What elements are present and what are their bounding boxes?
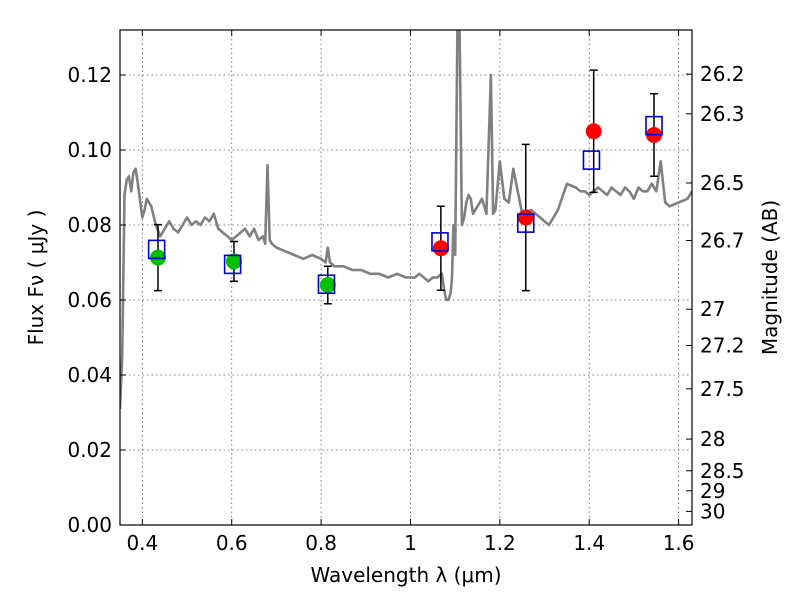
magnitude-tick-label: 26.7 [700,229,745,253]
model-spectrum-line [120,30,692,409]
model-flux-square [516,213,535,233]
model-flux-square [431,232,449,252]
magnitude-tick-label: 26.3 [700,102,745,126]
observed-flux-point [517,209,534,226]
y-axis-label: Flux Fν ( μJy ) [24,210,48,346]
y-tick-label: 0.08 [67,213,112,237]
magnitude-tick-label: 27 [700,297,725,321]
plot-frame [119,29,693,526]
magnitude-tick-label: 27.5 [700,377,745,401]
model-spectrum [120,30,692,409]
y-tick-label: 0.06 [67,288,112,312]
right-axis-label: Magnitude (AB) [758,200,782,355]
model-flux-square [147,239,166,260]
observed-flux-point [225,253,242,270]
observed-flux-point [432,240,449,257]
model-flux-square [223,254,242,275]
x-tick-label: 1 [404,531,417,555]
magnitude-tick-label: 30 [700,499,725,523]
magnitude-tick-label: 28.5 [700,459,745,483]
magnitude-tick-label: 27.2 [700,334,745,358]
magnitude-tick-label: 26.5 [700,171,745,195]
y-tick-label: 0.02 [67,438,112,462]
error-bars [153,69,659,305]
model-flux-square [582,150,601,170]
magnitude-tick-label: 28 [700,427,725,451]
magnitude-tick-label: 26.2 [700,62,745,86]
observed-flux-point [585,123,602,140]
x-tick-label: 1.4 [573,531,605,555]
x-tick-label: 1.2 [484,531,516,555]
y-tick-label: 0.10 [67,138,112,162]
observed-flux-point [319,277,336,293]
data-markers [147,115,663,295]
model-flux-square [317,274,336,295]
y-tick-label: 0.00 [67,513,112,537]
x-tick-label: 1.6 [663,531,695,555]
x-axis-label: Wavelength λ (μm) [310,563,501,587]
y-tick-label: 0.04 [67,363,112,387]
x-tick-label: 0.8 [305,531,337,555]
grid-lines [120,30,692,526]
x-tick-label: 0.6 [216,531,248,555]
axis-ticks: 0.4 0.6 0.8 1 1.2 1.4 1.6 0.00 0.02 0.04 0.06 0.08 0… [67,30,745,555]
x-tick-label: 0.4 [126,531,158,555]
magnitude-tick-label: 29 [700,479,725,503]
model-flux-square [645,115,663,136]
y-tick-label: 0.12 [67,63,112,87]
